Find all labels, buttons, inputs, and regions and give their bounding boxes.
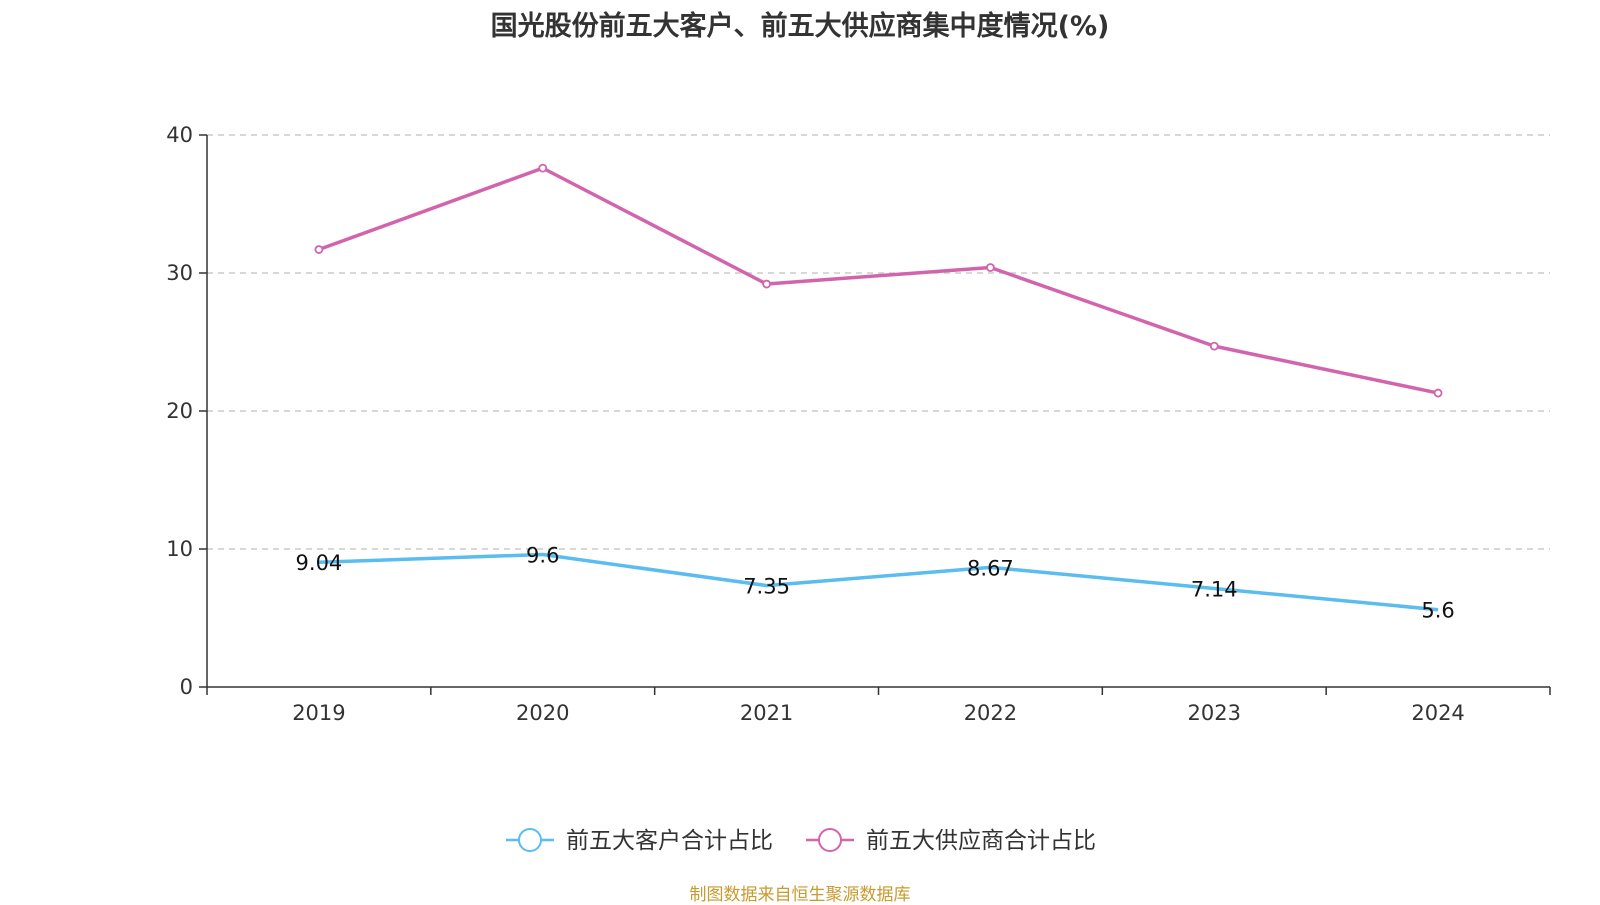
data-label: 8.67: [967, 556, 1014, 580]
series-line-0[interactable]: [318, 552, 1439, 612]
data-label: 9.04: [296, 551, 343, 575]
data-point[interactable]: [1209, 341, 1219, 351]
axes: 0 10 20 30 40 2019 2020 2021 2022 2023 2024: [166, 123, 1551, 725]
data-point[interactable]: [762, 279, 771, 289]
y-tick-label: 10: [166, 537, 193, 561]
series-lines: [314, 163, 1443, 612]
legend-marker-icon: [518, 828, 542, 852]
legend[interactable]: 前五大客户合计占比 前五大供应商合计占比: [506, 828, 1096, 854]
x-tick-label: 2023: [1188, 701, 1241, 725]
legend-label: 前五大供应商合计占比: [866, 828, 1096, 854]
data-point[interactable]: [1433, 388, 1443, 398]
y-tick-label: 30: [166, 261, 193, 285]
data-point[interactable]: [314, 245, 324, 254]
data-label: 5.6: [1421, 599, 1454, 623]
x-tick-label: 2020: [516, 701, 569, 725]
data-labels: 9.04 9.6 7.35 8.67 7.14 5.6: [296, 544, 1455, 623]
data-label: 9.6: [526, 544, 559, 568]
legend-marker-icon: [818, 828, 842, 852]
data-point[interactable]: [538, 163, 548, 173]
chart-title: 国光股份前五大客户、前五大供应商集中度情况(%): [490, 11, 1110, 42]
legend-item-1[interactable]: 前五大供应商合计占比: [806, 828, 1096, 854]
grid-lines: [207, 134, 1550, 550]
legend-item-0[interactable]: 前五大客户合计占比: [506, 828, 773, 854]
data-label: 7.14: [1191, 577, 1238, 601]
y-tick-label: 0: [180, 675, 193, 699]
x-tick-label: 2021: [740, 701, 793, 725]
x-tick-label: 2022: [964, 701, 1017, 725]
x-tick-label: 2024: [1411, 701, 1464, 725]
y-tick-label: 40: [166, 123, 193, 147]
data-label: 7.35: [743, 575, 790, 599]
x-tick-label: 2019: [292, 701, 345, 725]
y-tick-label: 20: [166, 399, 193, 423]
series-line-1[interactable]: [318, 166, 1439, 395]
data-point[interactable]: [986, 263, 995, 272]
legend-label: 前五大客户合计占比: [566, 828, 773, 854]
source-note: 制图数据来自恒生聚源数据库: [689, 885, 911, 905]
